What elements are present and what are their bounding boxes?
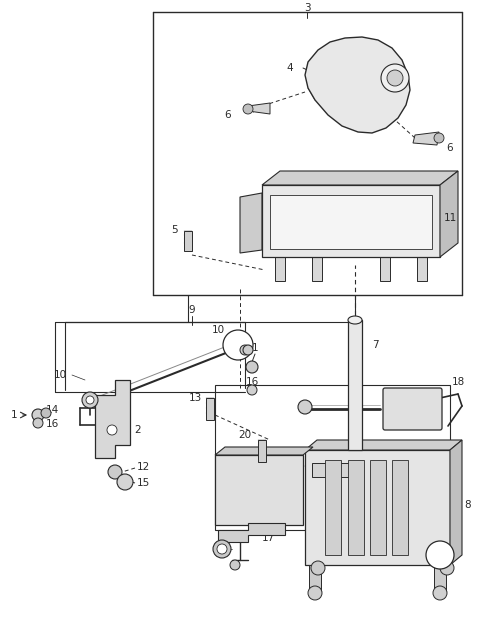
- Text: 8: 8: [465, 500, 471, 510]
- Text: 16: 16: [245, 377, 259, 387]
- Bar: [392, 460, 408, 555]
- Text: 2: 2: [384, 227, 388, 235]
- Bar: [312, 257, 322, 281]
- Text: 11: 11: [444, 213, 456, 223]
- Text: A: A: [235, 341, 241, 350]
- Circle shape: [440, 561, 454, 575]
- Text: 3: 3: [304, 3, 310, 13]
- Polygon shape: [262, 171, 458, 185]
- Circle shape: [311, 561, 325, 575]
- Polygon shape: [413, 132, 439, 145]
- Text: P: P: [280, 227, 284, 235]
- Bar: [270, 195, 432, 249]
- Circle shape: [246, 361, 258, 373]
- Text: A: A: [436, 550, 444, 560]
- Circle shape: [32, 409, 44, 421]
- Bar: [258, 440, 266, 462]
- Circle shape: [387, 70, 403, 86]
- Polygon shape: [218, 523, 285, 542]
- Text: 13: 13: [188, 393, 202, 403]
- Polygon shape: [305, 440, 462, 450]
- Circle shape: [434, 133, 444, 143]
- Circle shape: [381, 64, 409, 92]
- Circle shape: [247, 385, 257, 395]
- Text: 1: 1: [252, 343, 258, 353]
- Bar: [262, 185, 440, 257]
- Circle shape: [433, 586, 447, 600]
- Text: 6: 6: [225, 110, 231, 120]
- Text: 15: 15: [136, 478, 150, 488]
- Text: 19: 19: [350, 450, 364, 460]
- Circle shape: [108, 465, 122, 479]
- Circle shape: [213, 540, 231, 558]
- Circle shape: [230, 560, 240, 570]
- Bar: [434, 565, 446, 593]
- Circle shape: [217, 544, 227, 554]
- Polygon shape: [95, 380, 130, 458]
- Text: 9: 9: [189, 305, 195, 315]
- Text: 10: 10: [211, 325, 225, 335]
- Text: 20: 20: [239, 430, 252, 440]
- Text: 4: 4: [287, 63, 293, 73]
- Text: L: L: [410, 227, 414, 235]
- Polygon shape: [248, 103, 270, 114]
- Circle shape: [117, 474, 133, 490]
- Circle shape: [243, 345, 253, 355]
- Polygon shape: [450, 440, 462, 565]
- Text: 18: 18: [451, 377, 465, 387]
- FancyBboxPatch shape: [383, 388, 442, 430]
- Polygon shape: [215, 447, 313, 455]
- Circle shape: [243, 104, 253, 114]
- Bar: [184, 231, 192, 251]
- Text: 16: 16: [46, 419, 59, 429]
- Bar: [417, 257, 427, 281]
- Circle shape: [308, 586, 322, 600]
- Text: 17: 17: [262, 533, 275, 543]
- Circle shape: [223, 330, 253, 360]
- Circle shape: [298, 400, 312, 414]
- Bar: [215, 385, 450, 530]
- Text: R: R: [305, 227, 311, 235]
- Text: 5: 5: [172, 225, 178, 235]
- Circle shape: [33, 418, 43, 428]
- Bar: [325, 460, 341, 555]
- Text: 7: 7: [372, 340, 378, 350]
- Text: 14: 14: [46, 405, 59, 415]
- Circle shape: [107, 425, 117, 435]
- Circle shape: [426, 541, 454, 569]
- Circle shape: [240, 345, 250, 355]
- Text: D: D: [357, 227, 363, 235]
- Text: 6: 6: [447, 143, 453, 153]
- Polygon shape: [440, 171, 458, 257]
- Bar: [206, 398, 214, 420]
- Polygon shape: [305, 37, 410, 133]
- Circle shape: [41, 408, 51, 418]
- Bar: [380, 257, 390, 281]
- Ellipse shape: [348, 316, 362, 324]
- Bar: [370, 460, 386, 555]
- Text: 1: 1: [11, 410, 17, 420]
- Text: N: N: [331, 227, 337, 235]
- Text: 10: 10: [53, 370, 67, 380]
- Text: 12: 12: [136, 462, 150, 472]
- Circle shape: [86, 396, 94, 404]
- Text: 2: 2: [135, 425, 141, 435]
- Polygon shape: [240, 193, 262, 253]
- Bar: [309, 565, 321, 593]
- Circle shape: [82, 392, 98, 408]
- Bar: [215, 455, 303, 525]
- Polygon shape: [312, 463, 355, 477]
- Bar: [348, 320, 362, 450]
- Bar: [275, 257, 285, 281]
- Bar: [305, 450, 450, 565]
- Bar: [348, 460, 364, 555]
